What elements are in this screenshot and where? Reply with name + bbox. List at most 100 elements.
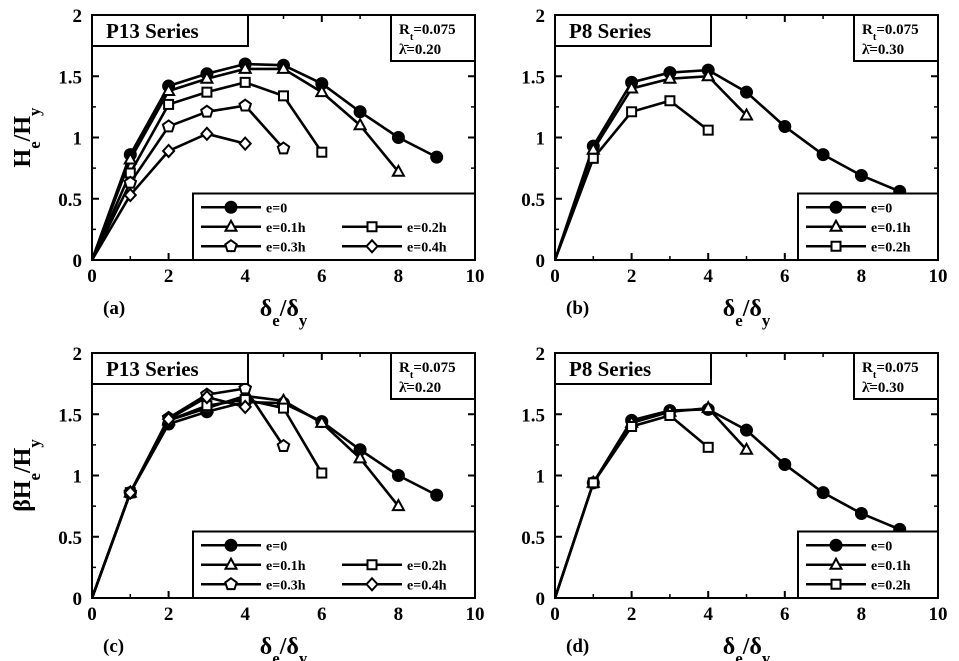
series-line <box>555 414 710 598</box>
data-point <box>854 168 868 182</box>
y-axis-label: βHe/Hy <box>10 439 44 512</box>
series-e=0.2h <box>555 95 714 260</box>
legend-label: e=0 <box>266 539 287 554</box>
legend-item: e=0.4h <box>342 576 447 593</box>
data-point <box>739 441 754 455</box>
panel-title: P13 Series <box>91 352 249 385</box>
plot-area <box>92 57 444 260</box>
data-point <box>391 469 405 482</box>
data-point <box>238 381 253 395</box>
series-line <box>555 406 748 598</box>
y-tick-label: 1.5 <box>521 67 545 88</box>
y-axis-label: He/Hy <box>10 107 44 167</box>
legend-label: e=0.4h <box>407 240 447 255</box>
data-point <box>391 498 406 512</box>
x-tick-label: 6 <box>317 266 327 287</box>
data-point <box>854 506 868 520</box>
legend-marker <box>223 556 239 570</box>
chart-panel-2: 0 2 4 6 8 10 0 0.5 1 1.5 2 P8 Series Rt=0.075λ̄=0.30… <box>521 6 947 330</box>
data-point <box>161 119 176 133</box>
x-tick-label: 6 <box>780 266 790 287</box>
data-point <box>664 95 676 107</box>
data-point <box>163 98 175 110</box>
param-rt: Rt=0.075 <box>399 22 456 43</box>
x-tick-label: 0 <box>550 266 560 287</box>
y-tick-label: 0 <box>536 251 546 272</box>
chart-panel-1: 0 2 4 6 8 10 0 0.5 1 1.5 2 P13 Series Rt=0.075λ̄=0.2… <box>10 6 485 330</box>
params-frame <box>853 14 939 62</box>
legend: e=0 e=0.1h e=0.2h <box>797 192 939 261</box>
legend-label: e=0.2h <box>871 240 911 255</box>
data-point <box>701 68 716 82</box>
data-point <box>739 107 754 121</box>
data-point <box>200 126 214 142</box>
data-point <box>353 105 367 119</box>
data-point <box>123 485 138 501</box>
y-tick-label: 0 <box>73 589 83 610</box>
data-point <box>314 84 329 98</box>
data-point <box>391 131 405 144</box>
data-point <box>161 143 176 159</box>
legend-marker <box>828 556 844 570</box>
chart-panel-4: 0 2 4 6 8 10 0 0.5 1 1.5 2 P8 Series Rt=0.075λ̄=0.30… <box>521 344 947 661</box>
y-tick-label: 0.5 <box>58 528 82 549</box>
panel-title: P13 Series <box>91 14 249 47</box>
y-tick-label: 2 <box>536 6 546 27</box>
series-line <box>555 74 748 260</box>
legend-marker <box>830 240 842 252</box>
y-tick-label: 0 <box>536 589 546 610</box>
legend-item: e=0.1h <box>806 556 911 574</box>
legend-item: e=0 <box>201 538 287 554</box>
y-tick-label: 2 <box>536 344 546 365</box>
legend: e=0 e=0.1h e=0.2h e=0.3h e=0.4h <box>192 530 476 599</box>
x-tick-label: 10 <box>929 266 948 287</box>
series-line <box>92 62 438 260</box>
legend-marker <box>223 218 239 232</box>
title-text: P8 Series <box>569 357 651 381</box>
legend-label: e=0.3h <box>266 578 306 593</box>
x-axis-label: δe/δy <box>260 634 308 661</box>
data-point <box>352 117 368 131</box>
param-lambda: λ̄=0.20 <box>399 380 441 396</box>
data-point <box>626 421 638 432</box>
legend-item: e=0.2h <box>806 578 911 593</box>
legend-label: e=0 <box>871 539 892 554</box>
series-line <box>92 104 285 260</box>
plot-frame <box>91 14 476 261</box>
legend-item: e=0.1h <box>806 218 911 236</box>
panel-letter: (d) <box>566 636 589 657</box>
panel-letter: (b) <box>566 298 589 319</box>
legend-label: e=0 <box>266 201 287 216</box>
data-point <box>200 104 214 118</box>
legend-marker <box>365 238 379 254</box>
legend-marker <box>366 559 378 571</box>
x-tick-label: 0 <box>87 266 97 287</box>
panel-letter: (a) <box>103 298 125 319</box>
legend-item: e=0.2h <box>342 559 447 574</box>
y-tick-label: 0.5 <box>521 190 545 211</box>
data-point <box>201 86 213 98</box>
y-tick-label: 2 <box>73 344 83 365</box>
data-point <box>701 400 716 414</box>
legend-item: e=0 <box>201 200 287 216</box>
data-point <box>199 70 215 84</box>
x-tick-label: 10 <box>466 604 485 625</box>
data-point <box>238 98 253 112</box>
param-rt: Rt=0.075 <box>862 22 919 43</box>
x-tick-label: 8 <box>857 604 867 625</box>
legend-item: e=0.1h <box>201 218 306 236</box>
legend-marker <box>829 200 843 214</box>
data-point <box>161 82 176 96</box>
legend-marker <box>828 218 844 232</box>
y-tick-label: 1 <box>73 129 83 150</box>
series-e=0.3h <box>92 98 291 260</box>
param-lambda: λ̄=0.20 <box>399 42 441 58</box>
x-tick-label: 2 <box>627 604 637 625</box>
legend-item: e=0 <box>806 538 892 554</box>
legend-marker <box>366 221 378 233</box>
x-tick-label: 4 <box>240 266 250 287</box>
legend-label: e=0.1h <box>266 221 306 236</box>
